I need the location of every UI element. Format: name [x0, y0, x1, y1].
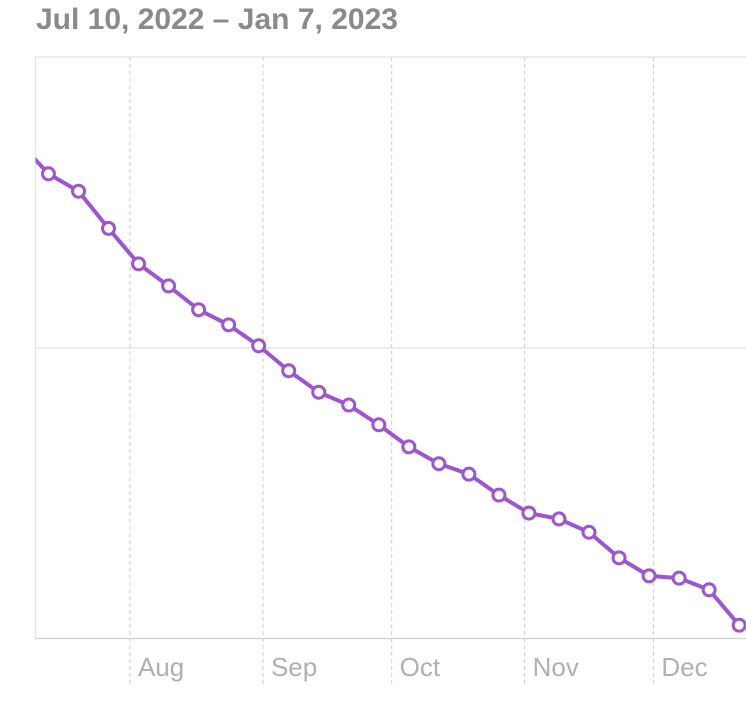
data-point: [641, 568, 657, 584]
x-tick-label: Aug: [138, 652, 184, 682]
data-point: [581, 524, 597, 540]
data-point: [281, 363, 297, 379]
series-line: [35, 157, 741, 627]
plot-frame: [34, 56, 746, 640]
grid: Aug Sep Oct Nov Dec: [129, 57, 708, 686]
x-tick-label: Dec: [661, 652, 707, 682]
data-point: [461, 466, 477, 482]
data-point: [221, 317, 237, 333]
data-point: [12, 136, 24, 148]
data-point: [551, 511, 567, 527]
data-point: [341, 397, 357, 413]
data-point: [701, 582, 717, 598]
data-point: [251, 338, 267, 354]
data-point: [191, 302, 207, 318]
data-point: [371, 417, 387, 433]
x-tick-label: Sep: [271, 652, 317, 682]
data-point: [71, 183, 86, 199]
data-point: [431, 456, 447, 472]
data-point: [161, 278, 177, 294]
x-tick-label: Oct: [400, 652, 441, 682]
data-point: [491, 487, 507, 503]
data-point: [401, 439, 417, 455]
data-point: [40, 166, 56, 182]
data-point: [131, 256, 147, 272]
data-point: [611, 550, 627, 566]
data-point: [731, 617, 746, 633]
data-point: [521, 505, 537, 521]
x-tick-label: Nov: [533, 652, 579, 682]
data-point: [311, 384, 327, 400]
chart-title: Jul 10, 2022 – Jan 7, 2023: [36, 3, 398, 36]
data-point: [671, 570, 687, 586]
plot: [12, 136, 746, 633]
data-point: [101, 220, 117, 236]
